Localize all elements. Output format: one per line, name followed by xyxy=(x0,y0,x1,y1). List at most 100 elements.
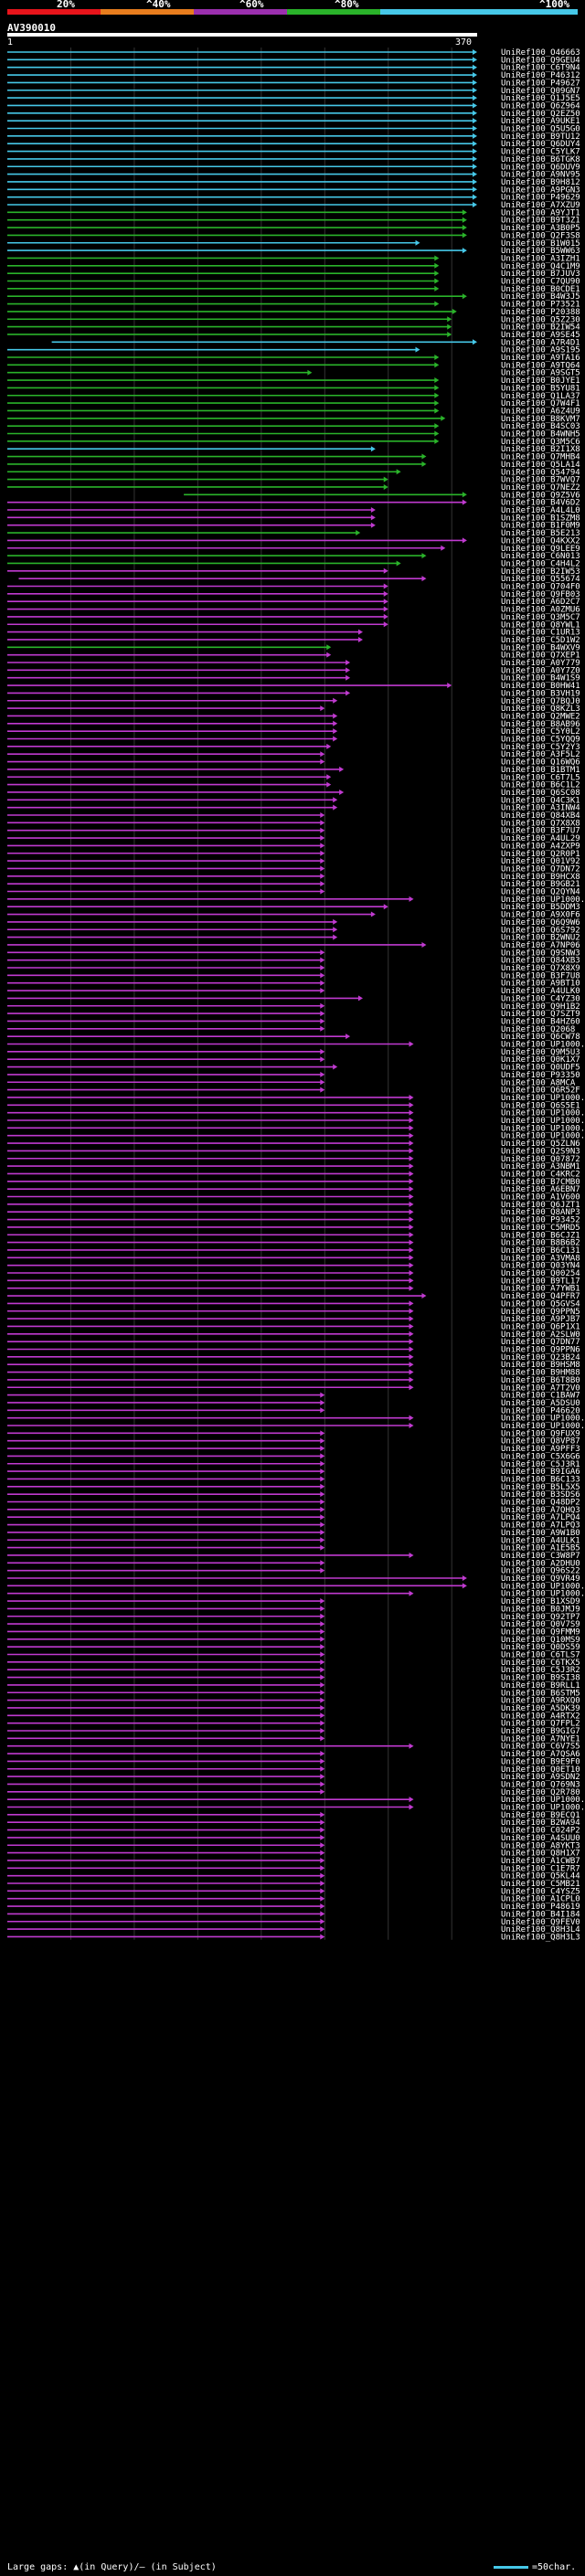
hit-arrow xyxy=(320,1934,325,1940)
hit-label: UniRef100_Q2MWE2 xyxy=(501,712,580,721)
hit-arrow xyxy=(396,469,401,475)
hit-label: UniRef100_Q6DUV9 xyxy=(501,163,580,172)
hit-label: UniRef100_B2IW53 xyxy=(501,567,580,577)
hit-label: UniRef100_A9SE45 xyxy=(501,331,580,340)
hit-label: UniRef100_B4I184 xyxy=(501,1910,580,1919)
hit-arrow xyxy=(434,262,440,269)
legend-segment-80 xyxy=(287,9,380,15)
hit-arrow xyxy=(320,1621,325,1627)
hit-label: UniRef100_Q6Z964 xyxy=(501,101,580,111)
hit-label: UniRef100_Q9FB03 xyxy=(501,590,580,599)
hit-arrow xyxy=(320,1850,325,1856)
hit-arrow xyxy=(409,1300,414,1307)
hit-label: UniRef100_B2IW54 xyxy=(501,323,580,333)
hit-arrow xyxy=(409,1262,414,1268)
hit-label: UniRef100_Q4KXX2 xyxy=(501,536,580,546)
hit-arrow xyxy=(409,1163,414,1170)
hit-label: UniRef100_P49627 xyxy=(501,79,580,88)
hit-arrow xyxy=(462,537,467,544)
hit-arrow xyxy=(320,1918,325,1924)
hit-arrow xyxy=(434,430,440,437)
hit-label: UniRef100_B5DDM3 xyxy=(501,903,580,912)
hit-arrow xyxy=(320,1659,325,1665)
hit-arrow xyxy=(320,1002,325,1009)
hit-arrow xyxy=(409,1353,414,1360)
hit-label: UniRef100_Q8VP87 xyxy=(501,1437,580,1447)
hit-arrow xyxy=(452,308,457,314)
hit-label: UniRef100_Q6JZT1 xyxy=(501,1201,580,1210)
hit-arrow xyxy=(473,194,477,200)
hit-arrow xyxy=(434,392,440,398)
hit-arrow xyxy=(447,316,452,323)
hit-arrow xyxy=(409,1118,414,1123)
hit-label: UniRef100_Q9FUX9 xyxy=(501,1429,580,1438)
hit-label: UniRef100_B2WA94 xyxy=(501,1818,580,1828)
hit-arrow xyxy=(320,1636,325,1642)
hit-arrow xyxy=(320,843,325,849)
hit-arrow xyxy=(409,1132,414,1139)
hit-arrow xyxy=(320,1911,325,1917)
hit-label: UniRef100_O46663 xyxy=(501,48,580,58)
hit-arrow xyxy=(409,1316,414,1322)
hit-label: UniRef100_Q7DN77 xyxy=(501,1338,580,1347)
hit-label: UniRef100_Q2QYN4 xyxy=(501,888,580,897)
hit-arrow xyxy=(409,1415,414,1421)
legend-label-60: ^60% xyxy=(239,0,264,10)
hit-label: UniRef100_A1CWB7 xyxy=(501,1857,580,1866)
hit-label: UniRef100_B7WVQ7 xyxy=(501,476,580,485)
hit-label: UniRef100_UP1000... xyxy=(501,1415,585,1424)
hit-arrow xyxy=(473,164,477,170)
hit-arrow xyxy=(320,1056,325,1063)
hit-label: UniRef100_A3INW4 xyxy=(501,804,580,813)
hit-label: UniRef100_P93452 xyxy=(501,1216,580,1225)
hit-arrow xyxy=(462,209,467,216)
hit-arrow xyxy=(320,835,325,842)
hit-arrow xyxy=(409,1109,414,1116)
hit-label: UniRef100_Q2068 xyxy=(501,1025,575,1034)
hit-arrow xyxy=(409,1330,414,1337)
hit-arrow xyxy=(473,102,477,109)
hit-arrow xyxy=(447,323,452,330)
hit-arrow xyxy=(434,270,440,277)
hit-arrow xyxy=(356,530,361,536)
hit-label: UniRef100_A9W1B0 xyxy=(501,1529,580,1538)
hit-arrow xyxy=(320,827,325,833)
hit-arrow xyxy=(409,1041,414,1047)
hit-label: UniRef100_C6T9N4 xyxy=(501,64,580,73)
hit-arrow xyxy=(320,965,325,970)
hit-arrow xyxy=(421,461,427,467)
hit-label: UniRef100_UP1000... xyxy=(501,1117,585,1126)
hit-arrow xyxy=(434,408,440,414)
hit-label: UniRef100_A9X0F6 xyxy=(501,911,580,920)
hit-label: UniRef100_C6N013 xyxy=(501,552,580,561)
hit-arrow xyxy=(320,1544,325,1551)
hit-arrow xyxy=(320,1018,325,1024)
hit-label: UniRef100_C1BAW7 xyxy=(501,1392,580,1401)
hit-arrow xyxy=(320,1704,325,1711)
hit-label: UniRef100_P93350 xyxy=(501,1071,580,1080)
hit-arrow xyxy=(409,1209,414,1215)
hit-label: UniRef100_A6EBN7 xyxy=(501,1185,580,1194)
hit-arrow xyxy=(409,1193,414,1200)
hit-label: UniRef100_Q8H3L4 xyxy=(501,1925,580,1935)
hit-arrow xyxy=(326,652,332,658)
hit-arrow xyxy=(409,1376,414,1383)
hit-label: UniRef100_B5WW63 xyxy=(501,247,580,256)
hit-label: UniRef100_Q6R52F xyxy=(501,1087,580,1096)
hit-label: UniRef100_Q92TP7 xyxy=(501,1613,580,1622)
hit-arrow xyxy=(409,1270,414,1276)
hit-label: UniRef100_A0Y7Z0 xyxy=(501,666,580,675)
hit-label: UniRef100_Q3M5C6 xyxy=(501,438,580,447)
hit-arrow xyxy=(409,1224,414,1230)
hit-arrow xyxy=(320,1667,325,1673)
hit-arrow xyxy=(320,1537,325,1543)
hit-label: UniRef100_Q9FEV0 xyxy=(501,1918,580,1927)
hit-arrow xyxy=(320,1903,325,1910)
hit-label: UniRef100_B6C131 xyxy=(501,1246,580,1256)
hit-arrow xyxy=(383,483,388,490)
hit-label: UniRef100_A0Y779 xyxy=(501,659,580,668)
hit-arrow xyxy=(320,888,325,895)
hit-label: UniRef100_B3VH19 xyxy=(501,689,580,698)
hit-label: UniRef100_Q6SC08 xyxy=(501,789,580,798)
hit-label: UniRef100_Q7BQJ0 xyxy=(501,697,580,706)
